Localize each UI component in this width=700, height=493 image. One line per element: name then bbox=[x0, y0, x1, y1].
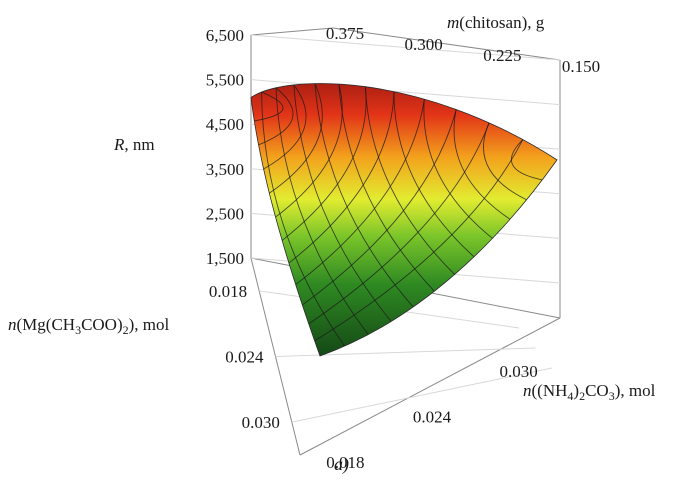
left-tick-label: 0.018 bbox=[209, 282, 247, 301]
mesh-line bbox=[423, 99, 493, 239]
surface-outline bbox=[250, 83, 558, 357]
mesh-line bbox=[275, 87, 369, 335]
right-axis-ticks: 0.018 0.024 0.030 bbox=[326, 362, 538, 472]
mesh-line bbox=[314, 83, 414, 308]
z-axis-title: R, nm bbox=[113, 135, 155, 154]
right-floor-edge bbox=[299, 317, 561, 456]
left-tick-label: 0.024 bbox=[225, 348, 264, 367]
top-tick-label: 0.375 bbox=[326, 24, 364, 43]
right-tick-label: 0.030 bbox=[500, 362, 538, 381]
wall-grid-line bbox=[250, 34, 561, 61]
z-tick-label: 2,500 bbox=[206, 204, 244, 223]
mesh-line bbox=[275, 84, 343, 218]
floor-grid-line bbox=[275, 347, 536, 357]
surface-mesh bbox=[254, 83, 543, 347]
mesh-line bbox=[269, 83, 323, 194]
mesh-line bbox=[302, 109, 457, 306]
mesh-line bbox=[511, 139, 543, 181]
mesh-line bbox=[281, 86, 367, 241]
left-axis-ticks: 0.018 0.024 0.030 bbox=[209, 282, 280, 432]
right-tick-label: 0.018 bbox=[326, 453, 364, 472]
mesh-line bbox=[293, 84, 392, 322]
floor-grid-line bbox=[291, 367, 552, 423]
mesh-line bbox=[288, 91, 395, 264]
mesh-line bbox=[254, 91, 284, 122]
top-axis-title: m(chitosan), g bbox=[447, 13, 545, 32]
right-tick-label: 0.024 bbox=[413, 408, 452, 427]
z-tick-label: 6,500 bbox=[206, 26, 244, 45]
top-right-edge bbox=[332, 27, 561, 61]
top-back-edge bbox=[250, 27, 334, 36]
mesh-line bbox=[295, 99, 425, 286]
mesh-line bbox=[308, 122, 490, 325]
z-tick-label: 3,500 bbox=[206, 160, 244, 179]
mesh-line bbox=[261, 92, 345, 347]
right-axis-title: n((NH4)2CO3), mol bbox=[523, 381, 656, 403]
mesh-line bbox=[483, 122, 527, 201]
figure-caption: a) bbox=[334, 454, 349, 475]
mesh-line bbox=[364, 86, 455, 275]
left-tick-label: 0.030 bbox=[242, 413, 280, 432]
mesh-line bbox=[453, 109, 511, 220]
z-tick-label: 1,500 bbox=[206, 249, 244, 268]
mesh-line bbox=[263, 84, 307, 170]
top-tick-label: 0.150 bbox=[562, 57, 600, 76]
z-axis-ticks: 1,500 2,500 3,500 4,500 5,500 6,500 bbox=[206, 26, 244, 268]
mesh-line bbox=[393, 91, 475, 258]
top-axis-ticks: 0.375 0.300 0.225 0.150 bbox=[326, 24, 600, 76]
left-axis-title: n(Mg(CH3COO)2), mol bbox=[8, 315, 170, 337]
mesh-line bbox=[258, 87, 294, 146]
surface-fill bbox=[251, 83, 557, 356]
mesh-line bbox=[314, 139, 524, 342]
top-tick-label: 0.300 bbox=[405, 35, 443, 54]
response-surface bbox=[250, 83, 558, 357]
z-tick-label: 5,500 bbox=[206, 71, 244, 90]
top-tick-label: 0.225 bbox=[483, 46, 521, 65]
z-tick-label: 4,500 bbox=[206, 115, 244, 134]
